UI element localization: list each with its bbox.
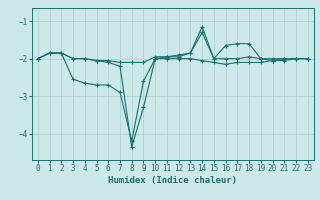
X-axis label: Humidex (Indice chaleur): Humidex (Indice chaleur) [108,176,237,185]
